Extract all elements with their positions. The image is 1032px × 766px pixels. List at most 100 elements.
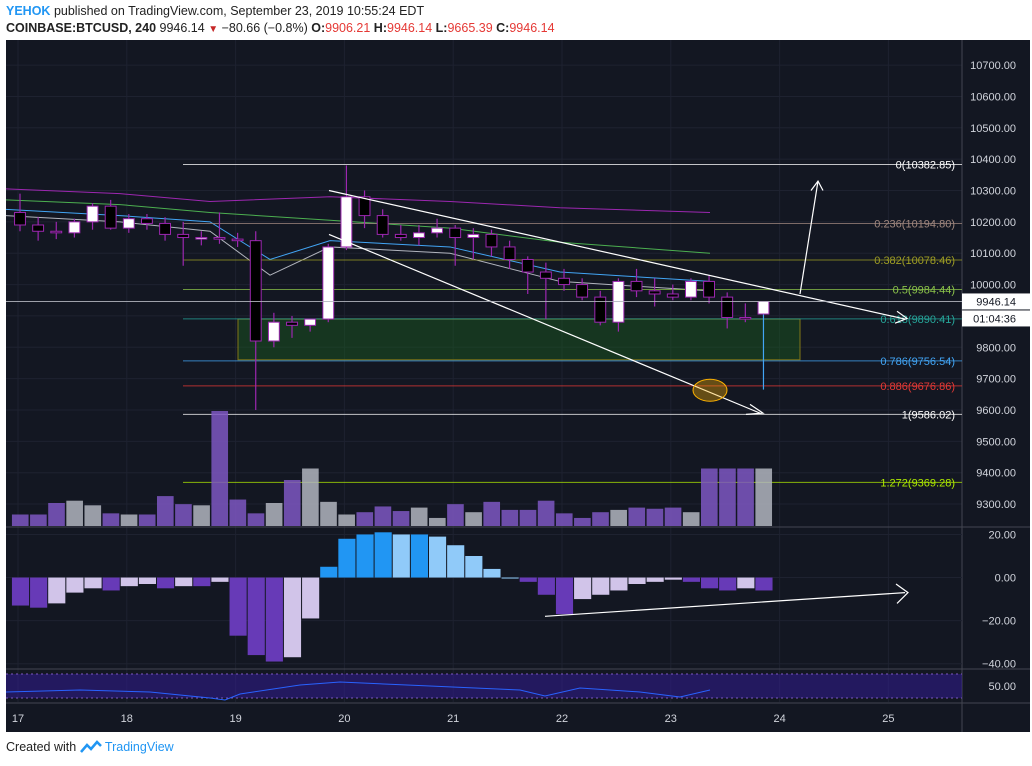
candle-body — [449, 227, 462, 239]
candle-body — [340, 196, 353, 248]
down-arrow-icon: ▼ — [208, 24, 219, 35]
macd-bar — [138, 577, 156, 584]
rsi-band — [6, 674, 962, 698]
volume-bar — [247, 513, 265, 526]
macd-bar — [483, 568, 501, 578]
volume-bar — [320, 501, 337, 526]
created-with-text: Created with — [6, 740, 77, 754]
rsi-line — [5, 681, 711, 701]
macd-bar — [646, 577, 664, 582]
macd-bar — [193, 577, 211, 587]
candle-body — [666, 293, 679, 298]
macd-bar — [664, 577, 682, 580]
macd-bar — [157, 577, 175, 589]
macd-bar — [701, 577, 719, 589]
candle-body — [286, 321, 298, 326]
symbol-info: COINBASE:BTCUSD, 240 9946.14 ▼ −80.66 (−… — [6, 21, 555, 35]
macd-bar — [374, 532, 392, 578]
macd-bar — [320, 566, 338, 578]
candle-body — [576, 284, 589, 298]
last-price-tag-bg — [962, 293, 1030, 310]
macd-bar — [682, 577, 700, 582]
volume-bar — [628, 507, 646, 526]
volume-bar — [374, 506, 392, 526]
low-value: 9665.39 — [447, 21, 493, 35]
macd-tick-label: −20.00 — [982, 616, 1016, 628]
macd-bar — [302, 577, 320, 619]
macd-bar — [610, 577, 628, 591]
last-price: 9946.14 — [159, 21, 205, 35]
macd-bar — [175, 577, 193, 587]
volume-bar — [537, 500, 555, 526]
breakout-arrow-head — [810, 179, 824, 191]
footer: Created with TradingView — [6, 740, 174, 754]
price-tick-label: 9400.00 — [976, 468, 1016, 480]
volume-bar — [193, 505, 210, 526]
fib-level-label: 1(9586.02) — [902, 409, 955, 421]
author-name[interactable]: YEHOK — [6, 4, 51, 18]
price-tick-label: 9500.00 — [976, 436, 1016, 448]
volume-bar — [11, 514, 29, 526]
countdown-tag: 01:04:36 — [973, 313, 1016, 325]
publish-info: YEHOK published on TradingView.com, Sept… — [6, 4, 424, 18]
volume-bar — [84, 505, 102, 526]
price-tick-label: 10300.00 — [970, 186, 1016, 198]
macd-bar — [11, 577, 30, 606]
macd-divergence-line — [544, 592, 906, 617]
volume-bar — [356, 512, 374, 526]
price-tick-label: 9600.00 — [976, 405, 1016, 417]
volume-bar — [483, 501, 501, 526]
price-chart[interactable]: 10700.00 10600.00 10500.00 10400.00 10300.00… — [0, 40, 1032, 732]
price-axis-background — [962, 40, 1030, 732]
volume-bar — [646, 508, 664, 526]
macd-bar — [120, 577, 138, 587]
candle-body — [521, 258, 534, 273]
candle-body — [539, 271, 552, 279]
macd-bar — [555, 577, 574, 615]
macd-bar — [429, 536, 447, 578]
channel-upper-trendline — [328, 189, 906, 320]
volume-bar — [302, 468, 319, 526]
macd-bar — [719, 577, 737, 591]
close-value: 9946.14 — [509, 21, 555, 35]
price-tick-label: 10000.00 — [970, 280, 1016, 292]
macd-bar — [737, 577, 755, 589]
tradingview-logo-icon — [79, 740, 102, 753]
x-tick-label: 20 — [338, 713, 350, 725]
fib-level-label: 1.272(9369.28) — [880, 477, 955, 489]
candle-body — [703, 280, 716, 298]
fib-level-label: 0(10382.85) — [896, 160, 955, 172]
fib-level-label: 0.5(9984.44) — [893, 284, 955, 296]
tradingview-brand[interactable]: TradingView — [104, 740, 174, 754]
volume-bar — [574, 517, 591, 526]
candle-body — [412, 232, 425, 239]
volume-bar — [120, 514, 138, 526]
macd-bar — [410, 534, 428, 578]
volume-bar — [610, 509, 627, 526]
candle-body — [394, 233, 407, 239]
candle-body — [159, 222, 172, 235]
high-label: H: — [373, 21, 387, 35]
macd-bar — [229, 577, 247, 636]
candle-body — [50, 230, 63, 234]
volume-bar — [429, 517, 446, 526]
candle-body — [104, 205, 117, 229]
x-tick-label: 23 — [665, 713, 677, 725]
macd-bar — [465, 556, 483, 578]
volume-bar — [229, 499, 247, 526]
last-price-tag: 9946.14 — [976, 296, 1016, 308]
price-tick-label: 10100.00 — [970, 248, 1016, 260]
macd-bar — [265, 577, 283, 662]
volume-bar — [392, 511, 410, 526]
volume-bar — [175, 504, 192, 526]
rsi-tick-label: 50.00 — [988, 681, 1016, 693]
volume-bar — [138, 514, 156, 526]
highlight-ellipse — [692, 378, 728, 402]
candle-body — [68, 221, 81, 234]
macd-tick-label: −40.00 — [982, 659, 1016, 671]
candle-body — [630, 280, 643, 292]
volume-bar — [48, 503, 65, 526]
price-change: −80.66 (−0.8%) — [221, 21, 308, 35]
volume-bar — [555, 513, 573, 526]
volume-bar — [501, 509, 519, 526]
